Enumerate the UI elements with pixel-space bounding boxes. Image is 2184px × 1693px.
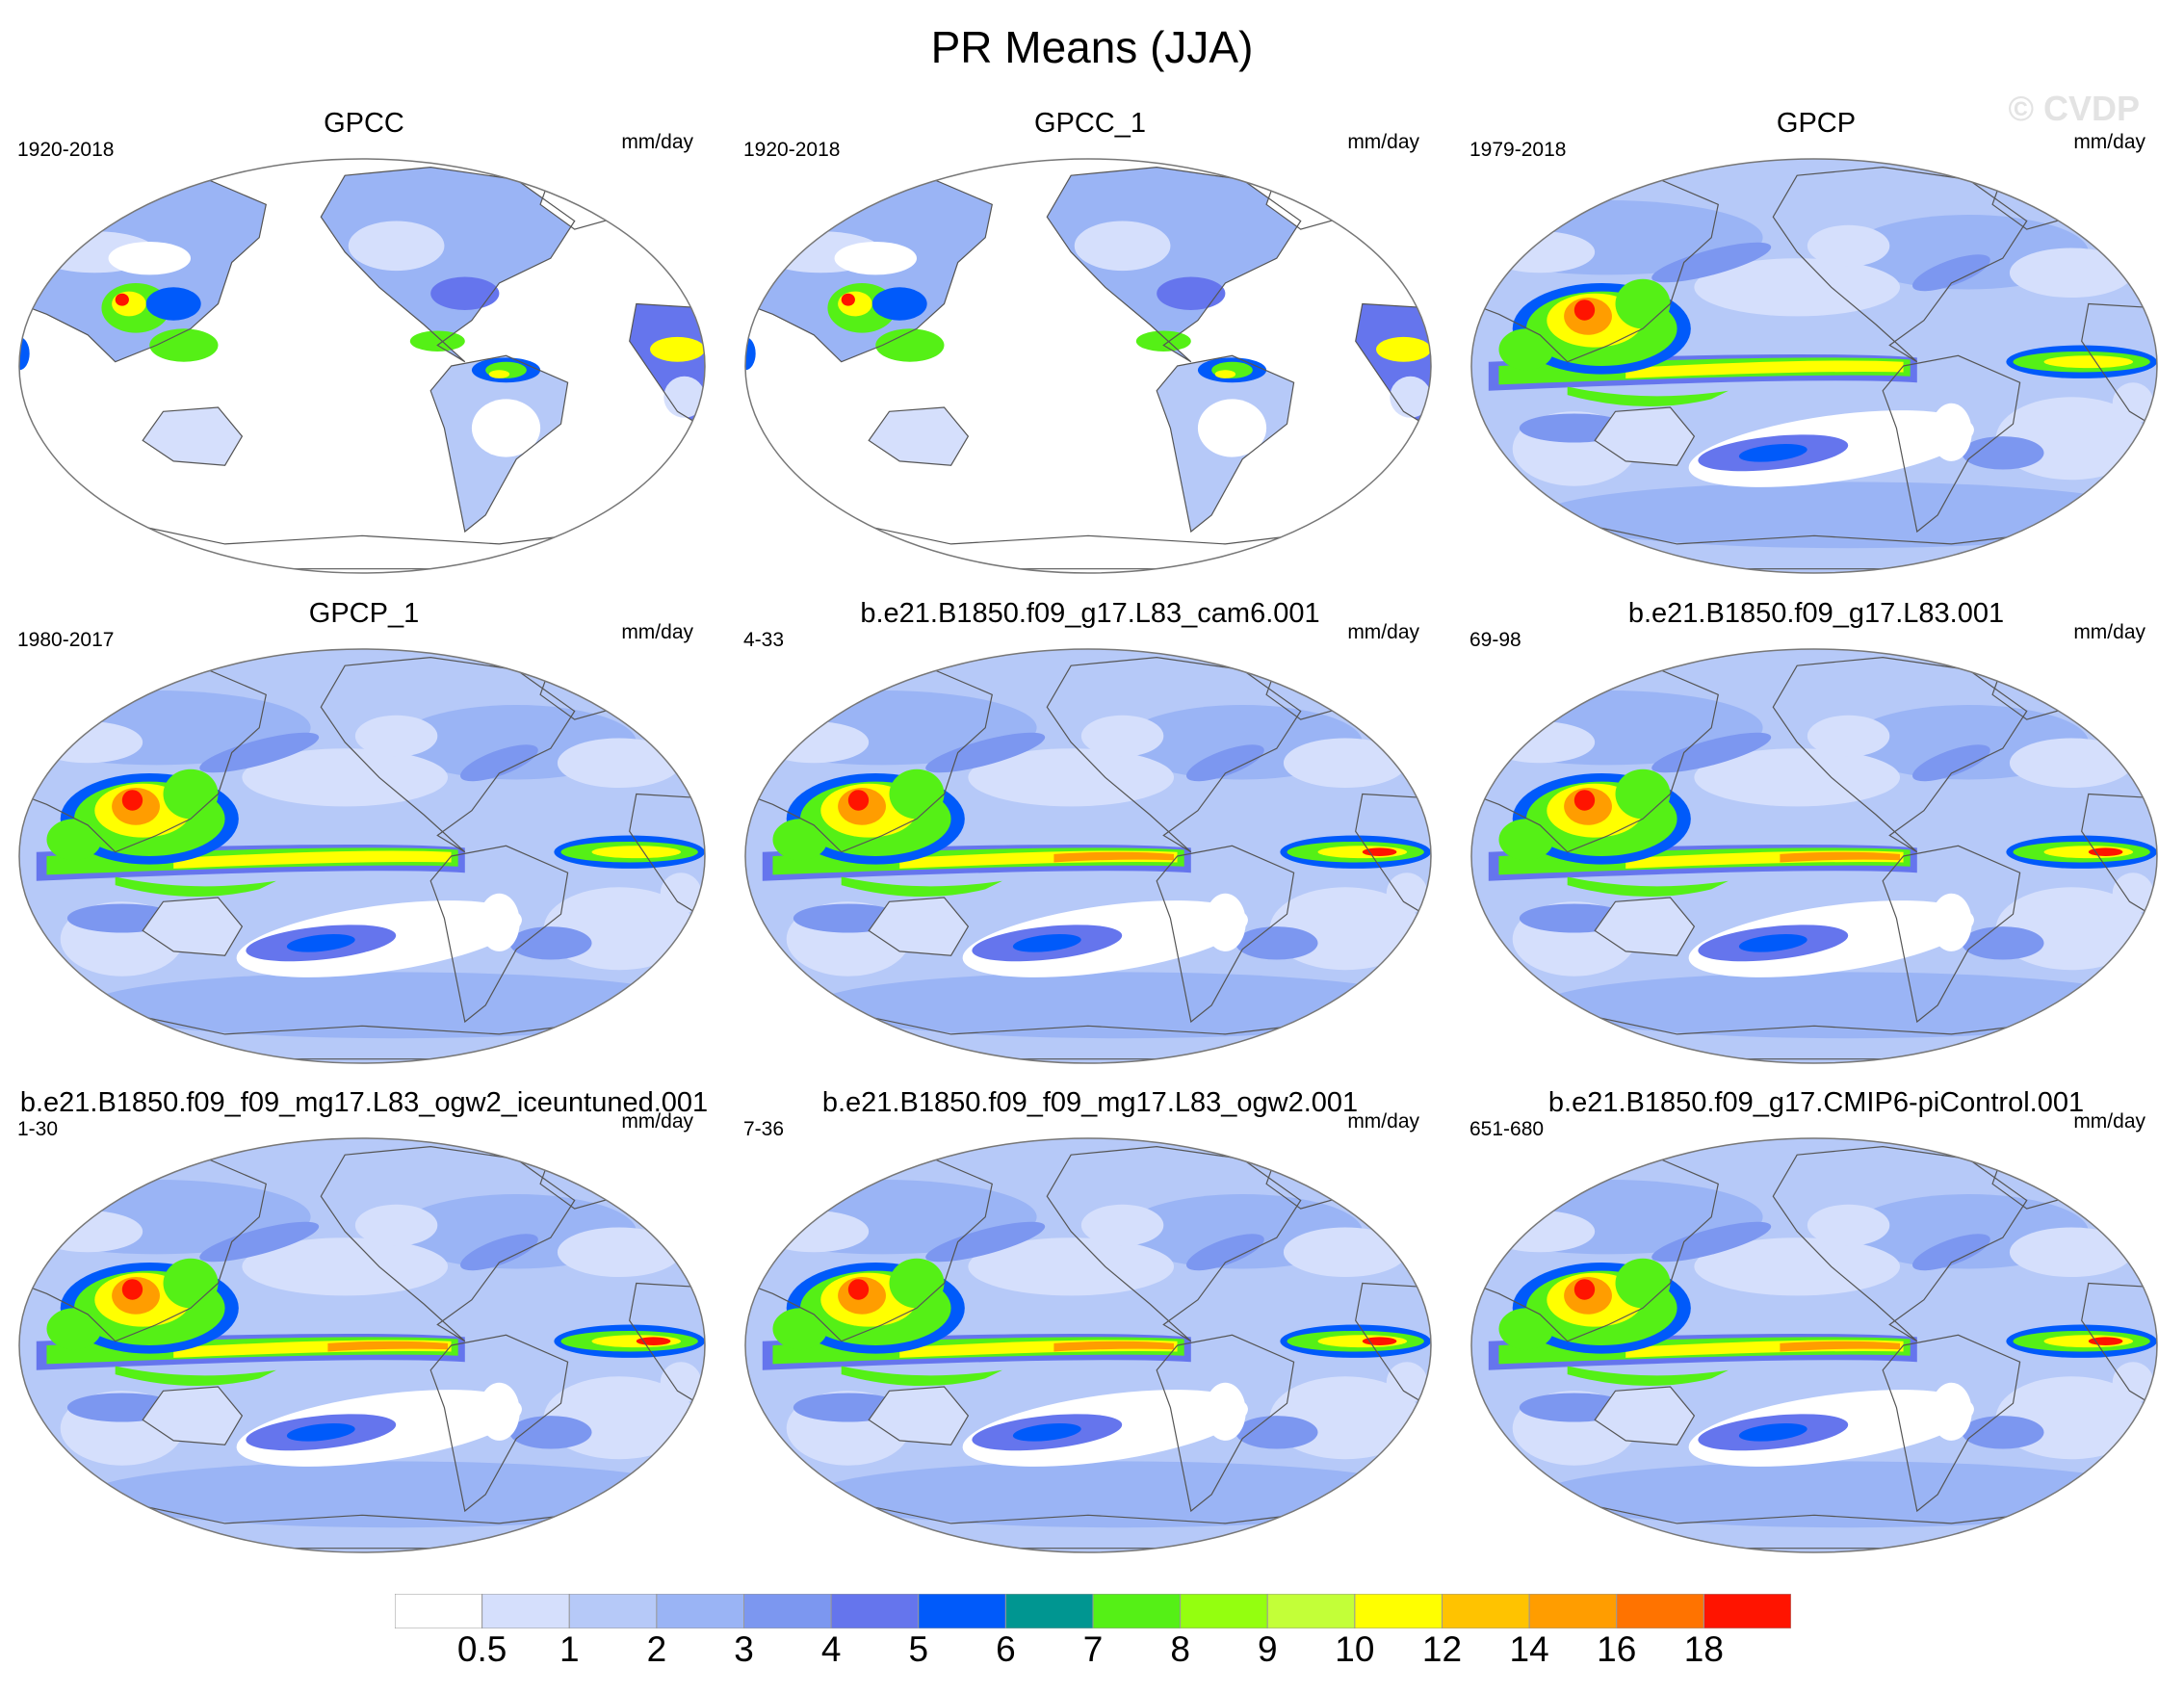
- panel-years: 7-36: [743, 1118, 785, 1140]
- panel-years: 651-680: [1469, 1118, 1545, 1140]
- panel-years: 1920-2018: [17, 139, 115, 161]
- panel-units: mm/day: [2073, 131, 2145, 153]
- colorbar-tick-label: 12: [1421, 1629, 1463, 1669]
- panel-years: 1979-2018: [1469, 139, 1567, 161]
- map-panel: b.e21.B1850.f09_g17.L83.001 69-98 mm/day: [1452, 594, 2180, 1066]
- map-border: [744, 158, 1432, 574]
- map-border: [18, 648, 706, 1064]
- map-panel: b.e21.B1850.f09_g17.L83_cam6.001 4-33 mm/d…: [726, 594, 1454, 1066]
- colorbar-swatch: [1616, 1594, 1704, 1628]
- panel-units: mm/day: [621, 621, 693, 643]
- map-panel: b.e21.B1850.f09_f09_mg17.L83_ogw2_iceunt…: [0, 1083, 728, 1555]
- panel-title: GPCC: [324, 108, 404, 139]
- colorbar-swatch: [395, 1594, 483, 1628]
- map-panel: GPCC_1 1920-2018 mm/day: [726, 104, 1454, 576]
- precip-map: [744, 158, 1432, 574]
- map-border: [18, 1137, 706, 1553]
- colorbar-swatch: [743, 1594, 832, 1628]
- colorbar-swatch: [1266, 1594, 1356, 1628]
- colorbar-tick-label: 4: [820, 1629, 842, 1669]
- panel-years: 1-30: [17, 1118, 59, 1140]
- map-panel: b.e21.B1850.f09_g17.CMIP6-piControl.001 6…: [1452, 1083, 2180, 1555]
- map-border: [744, 648, 1432, 1064]
- panel-years: 1980-2017: [17, 629, 115, 651]
- map-panel: b.e21.B1850.f09_f09_mg17.L83_ogw2.001 7-3…: [726, 1083, 1454, 1555]
- colorbar-swatch: [1703, 1594, 1791, 1628]
- precip-map: [18, 648, 706, 1064]
- colorbar-tick-label: 14: [1509, 1629, 1549, 1669]
- panel-years: 69-98: [1469, 629, 1521, 651]
- map-panel: GPCP 1979-2018 mm/day: [1452, 104, 2180, 576]
- colorbar-swatch: [656, 1594, 744, 1628]
- colorbar-tick-label: 5: [908, 1629, 929, 1669]
- panel-units: mm/day: [1347, 1110, 1419, 1133]
- colorbar: [395, 1594, 1791, 1628]
- panel-title: b.e21.B1850.f09_g17.CMIP6-piControl.001: [1547, 1087, 2085, 1118]
- precip-map: [18, 158, 706, 574]
- panel-title: GPCC_1: [1033, 108, 1147, 139]
- precip-map: [1470, 1137, 2158, 1553]
- panel-title: GPCP_1: [308, 598, 420, 629]
- colorbar-swatch: [918, 1594, 1006, 1628]
- panel-units: mm/day: [621, 131, 693, 153]
- precip-map: [744, 648, 1432, 1064]
- colorbar-tick-label: 7: [1082, 1629, 1104, 1669]
- panel-units: mm/day: [621, 1110, 693, 1133]
- colorbar-swatch: [1354, 1594, 1443, 1628]
- panel-title: b.e21.B1850.f09_g17.L83_cam6.001: [860, 598, 1320, 629]
- panel-years: 1920-2018: [743, 139, 841, 161]
- colorbar-tick-label: 8: [1170, 1629, 1190, 1669]
- map-border: [18, 158, 706, 574]
- panel-units: mm/day: [1347, 621, 1419, 643]
- map-border: [1470, 158, 2158, 574]
- map-panel: GPCP_1 1980-2017 mm/day: [0, 594, 728, 1066]
- map-border: [1470, 648, 2158, 1064]
- colorbar-tick-label: 1: [559, 1629, 580, 1669]
- panel-units: mm/day: [1347, 131, 1419, 153]
- precip-map: [1470, 648, 2158, 1064]
- figure-title: PR Means (JJA): [930, 22, 1254, 72]
- precip-map: [744, 1137, 1432, 1553]
- colorbar-swatch: [1004, 1594, 1094, 1628]
- map-border: [744, 1137, 1432, 1553]
- colorbar-swatch: [1092, 1594, 1182, 1628]
- cvdp-watermark: © CVDP: [2008, 89, 2140, 128]
- colorbar-swatch: [568, 1594, 658, 1628]
- colorbar-swatch: [1442, 1594, 1530, 1628]
- colorbar-swatch: [830, 1594, 920, 1628]
- colorbar-swatch: [481, 1594, 570, 1628]
- panel-years: 4-33: [743, 629, 785, 651]
- colorbar-tick-label: 18: [1683, 1629, 1724, 1669]
- map-panel: GPCC 1920-2018 mm/day: [0, 104, 728, 576]
- panel-title: b.e21.B1850.f09_f09_mg17.L83_ogw2.001: [821, 1087, 1359, 1118]
- precip-map: [1470, 158, 2158, 574]
- colorbar-swatch: [1180, 1594, 1268, 1628]
- colorbar-tick-label: 9: [1257, 1629, 1278, 1669]
- panel-title: b.e21.B1850.f09_f09_mg17.L83_ogw2_iceunt…: [19, 1087, 709, 1118]
- colorbar-swatch: [1528, 1594, 1618, 1628]
- panel-title: GPCP: [1776, 108, 1857, 139]
- panel-title: b.e21.B1850.f09_g17.L83.001: [1627, 598, 2005, 629]
- map-border: [1470, 1137, 2158, 1553]
- precip-map: [18, 1137, 706, 1553]
- panel-units: mm/day: [2073, 621, 2145, 643]
- colorbar-tick-label: 2: [646, 1629, 667, 1669]
- colorbar-tick-label: 16: [1597, 1629, 1637, 1669]
- colorbar-tick-label: 0.5: [456, 1629, 507, 1669]
- colorbar-tick-label: 3: [734, 1629, 754, 1669]
- panel-units: mm/day: [2073, 1110, 2145, 1133]
- colorbar-tick-label: 6: [996, 1629, 1016, 1669]
- colorbar-tick-label: 10: [1335, 1629, 1375, 1669]
